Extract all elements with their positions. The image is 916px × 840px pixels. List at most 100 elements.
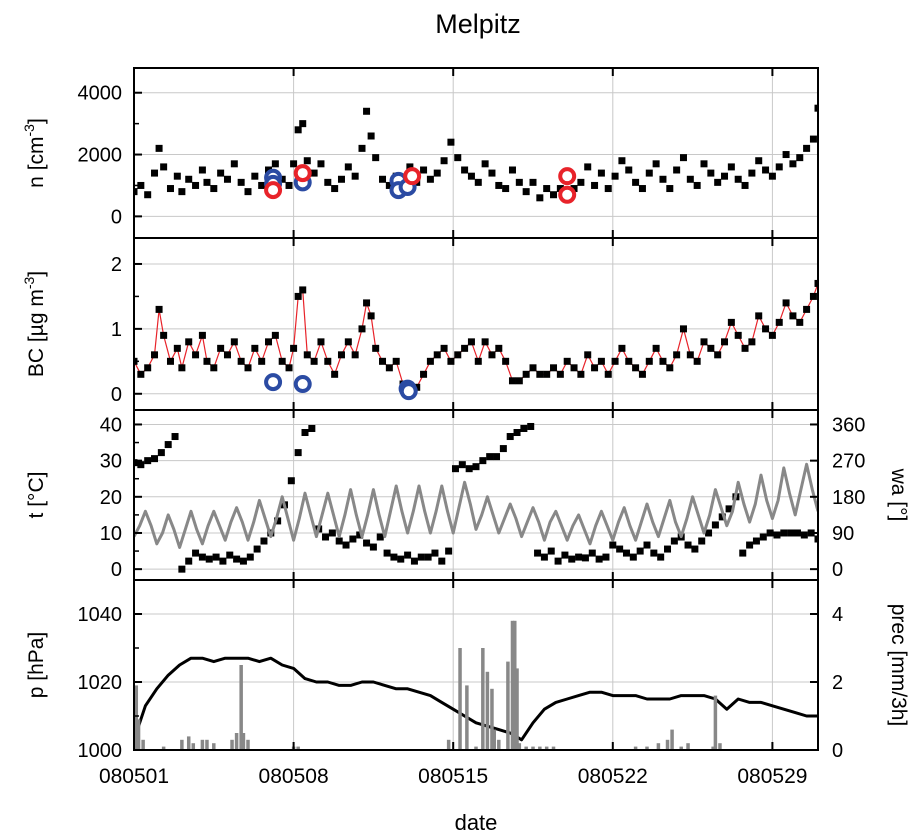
point-wind-direction (151, 455, 159, 463)
y2-tick-label: 4 (832, 604, 843, 626)
point-wind-direction (588, 549, 596, 557)
point-wind-direction (226, 551, 234, 559)
point-measurement (217, 344, 225, 352)
point-measurement (285, 364, 293, 372)
point-measurement (358, 144, 366, 152)
bar-precipitation (234, 733, 239, 750)
x-tick-label: 080529 (737, 765, 807, 788)
point-measurement (137, 370, 145, 378)
series-pressure (134, 656, 818, 742)
point-wind-direction (472, 463, 480, 471)
point-measurement (331, 185, 339, 193)
point-measurement (748, 338, 756, 346)
point-measurement (337, 175, 345, 183)
y2-axis-label: wa [°] (887, 468, 910, 522)
point-measurement (474, 357, 482, 365)
point-measurement (426, 357, 434, 365)
point-measurement (707, 169, 715, 177)
bar-precipitation (141, 739, 145, 750)
plot-area (134, 620, 818, 750)
bar-precipitation (180, 739, 184, 750)
point-wind-direction (554, 557, 562, 565)
point-measurement (495, 344, 503, 352)
point-measurement (755, 157, 763, 165)
point-measurement (137, 181, 145, 189)
point-measurement (192, 351, 200, 359)
bar-precipitation (458, 648, 462, 750)
point-measurement (502, 357, 510, 365)
bar-precipitation (510, 620, 515, 750)
point-measurement (303, 351, 311, 359)
point-measurement (782, 299, 790, 307)
point-measurement (237, 178, 245, 186)
point-measurement (536, 194, 544, 202)
point-measurement (814, 104, 818, 112)
bar-precipitation (465, 685, 469, 750)
point-measurement (618, 157, 626, 165)
point-wind-direction (383, 549, 391, 557)
line-temperature (134, 462, 818, 549)
point-wind-direction (171, 433, 179, 441)
point-measurement (230, 160, 238, 168)
point-measurement (632, 178, 640, 186)
series-measurement (134, 279, 818, 391)
bar-precipitation (551, 746, 556, 750)
series-temperature (134, 462, 818, 549)
point-measurement (324, 178, 332, 186)
point-measurement (454, 154, 462, 162)
point-wind-direction (397, 555, 405, 563)
point-measurement (151, 169, 159, 177)
point-wind-direction (506, 433, 514, 441)
bar-precipitation (686, 743, 690, 750)
point-measurement (727, 318, 735, 326)
x-axis: 080501 080508 080515 080522 080529 (99, 765, 807, 788)
point-wind-direction (322, 533, 330, 541)
point-wind-direction (342, 541, 350, 549)
point-measurement (714, 351, 722, 359)
point-measurement (803, 144, 811, 152)
point-measurement (721, 338, 729, 346)
point-wind-direction (800, 531, 808, 539)
point-wind-direction (705, 529, 713, 537)
point-measurement (426, 175, 434, 183)
point-wind-direction (301, 429, 309, 437)
point-measurement (299, 120, 307, 128)
point-measurement (625, 357, 633, 365)
point-measurement (673, 166, 681, 174)
line-measurement (134, 283, 818, 388)
point-wind-direction (431, 549, 439, 557)
point-measurement (351, 351, 359, 359)
y2-axis-label: prec [mm/3h] (887, 604, 910, 727)
point-measurement (433, 169, 441, 177)
point-wind-direction (657, 553, 665, 561)
point-measurement (796, 318, 804, 326)
point-wind-direction (698, 537, 706, 545)
point-wind-direction (274, 517, 282, 525)
point-wind-direction (602, 553, 610, 561)
bar-precipitation (205, 739, 209, 750)
point-measurement (294, 126, 302, 134)
point-wind-direction (198, 553, 206, 561)
point-wind-direction (534, 549, 542, 557)
point-measurement (611, 357, 619, 365)
point-measurement (251, 172, 259, 180)
point-measurement (203, 357, 211, 365)
point-measurement (775, 163, 783, 171)
point-measurement (659, 175, 667, 183)
point-measurement (173, 172, 181, 180)
point-measurement (461, 344, 469, 352)
point-wind-direction (595, 555, 603, 563)
point-wind-direction (711, 521, 719, 529)
point-measurement (632, 364, 640, 372)
x-tick-label: 080508 (259, 765, 329, 788)
bar-precipitation (665, 739, 670, 750)
point-measurement (258, 357, 266, 365)
point-wind-direction (144, 457, 152, 465)
point-wind-direction (417, 553, 425, 561)
point-measurement (244, 188, 252, 196)
point-measurement (294, 292, 302, 300)
point-measurement (230, 338, 238, 346)
plot-area (134, 104, 818, 204)
point-reference-red (558, 185, 577, 204)
